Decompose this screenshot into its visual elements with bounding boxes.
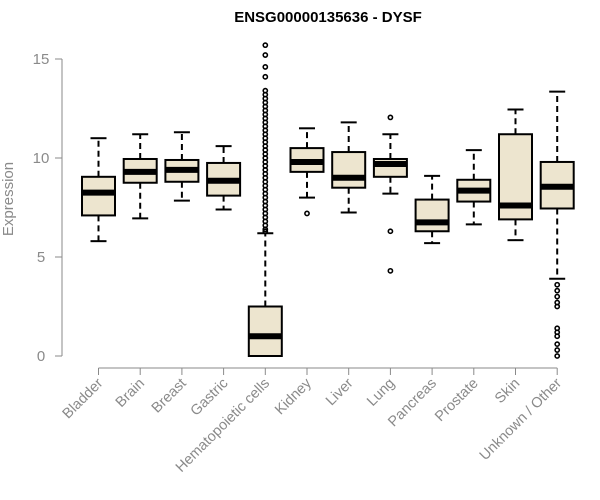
x-tick-label: Prostate xyxy=(432,376,481,425)
box-bladder xyxy=(81,137,116,243)
outlier-point xyxy=(554,303,561,310)
box-liver xyxy=(331,121,367,214)
outlier-point xyxy=(554,353,561,359)
x-tick-label: Breast xyxy=(149,376,190,417)
y-tick-label: 15 xyxy=(33,51,50,68)
outlier-point xyxy=(554,287,561,294)
boxes-group xyxy=(81,42,575,359)
outlier-point xyxy=(262,87,269,94)
x-tick-label: Liver xyxy=(323,375,357,409)
outlier-point xyxy=(262,73,269,80)
outlier-point xyxy=(387,114,394,121)
box-body xyxy=(331,151,367,189)
y-tick-label: 0 xyxy=(37,348,45,365)
y-axis-label: Expression xyxy=(0,162,17,236)
outlier-point xyxy=(262,52,269,58)
box-pancreas xyxy=(414,174,450,245)
box-kidney xyxy=(289,127,325,217)
box-body xyxy=(414,198,450,233)
box-body xyxy=(81,175,116,217)
x-tick-label: Bladder xyxy=(60,375,107,422)
box-gastric xyxy=(206,145,242,211)
y-tick-label: 5 xyxy=(37,249,45,266)
box-prostate xyxy=(456,149,492,226)
box-body xyxy=(247,305,283,357)
box-breast xyxy=(164,131,200,202)
outlier-point xyxy=(262,64,269,70)
x-tick-label: Brain xyxy=(113,376,148,411)
x-tick-label: Skin xyxy=(492,376,523,407)
box-hematopoietic-cells xyxy=(247,42,283,357)
y-axis: 0 5 10 15 xyxy=(33,51,63,365)
box-lung xyxy=(372,114,408,274)
chart-title: ENSG00000135636 - DYSF xyxy=(234,9,422,26)
outlier-point xyxy=(262,42,269,49)
x-tick-label: Kidney xyxy=(272,375,315,418)
outlier-point xyxy=(554,293,561,300)
box-skin xyxy=(498,108,533,242)
outlier-point xyxy=(387,228,394,235)
outlier-point xyxy=(387,267,394,274)
box-unknown-other xyxy=(539,90,575,359)
outlier-point xyxy=(554,347,561,353)
outlier-point xyxy=(554,333,561,340)
outlier-point xyxy=(554,341,561,348)
box-brain xyxy=(122,133,158,220)
x-tick-label: Lung xyxy=(364,376,398,410)
outlier-point xyxy=(554,281,561,288)
y-tick-label: 10 xyxy=(33,150,50,167)
outlier-point xyxy=(304,210,310,217)
